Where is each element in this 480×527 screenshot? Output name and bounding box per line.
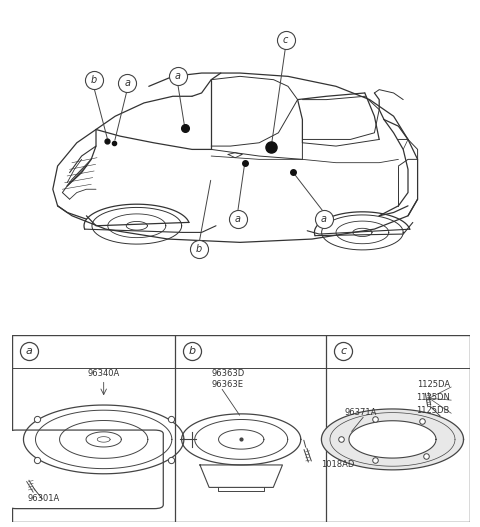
FancyBboxPatch shape: [7, 430, 163, 509]
Circle shape: [322, 411, 464, 469]
Text: 1125DN: 1125DN: [416, 393, 450, 402]
Text: b: b: [189, 346, 196, 356]
Text: c: c: [283, 35, 288, 45]
Text: 96371A: 96371A: [344, 408, 377, 417]
Text: b: b: [196, 244, 203, 254]
Text: 96363D: 96363D: [211, 369, 245, 378]
Text: 96340A: 96340A: [87, 369, 120, 378]
Text: 96301A: 96301A: [28, 494, 60, 503]
Text: 1125DA: 1125DA: [417, 380, 450, 389]
Text: b: b: [90, 75, 97, 85]
Text: a: a: [321, 214, 327, 224]
Text: a: a: [124, 78, 130, 88]
Text: a: a: [235, 214, 240, 224]
Text: 1125DB: 1125DB: [416, 406, 450, 415]
Text: 96363E: 96363E: [211, 380, 243, 389]
Text: a: a: [26, 346, 33, 356]
Text: c: c: [340, 346, 347, 356]
Circle shape: [349, 422, 436, 457]
Text: 1018AD: 1018AD: [322, 461, 355, 470]
Text: a: a: [175, 71, 180, 81]
